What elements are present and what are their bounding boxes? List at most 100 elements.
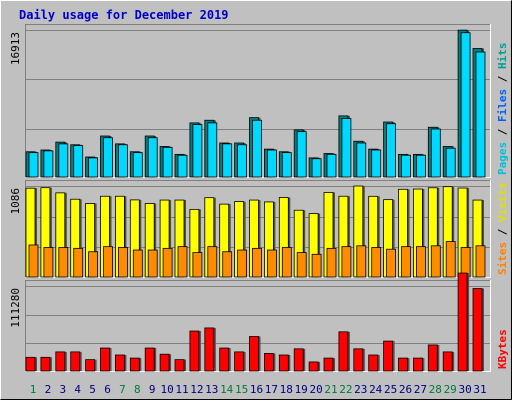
x-tick-label: 8 (134, 383, 141, 396)
bar-sites (237, 249, 248, 278)
bar-kbytes (234, 351, 245, 372)
panel-visits: 1086 Sites / Visits (9, 180, 509, 278)
x-tick-label: 7 (119, 383, 126, 396)
bar-sites (371, 247, 382, 278)
bar-files (192, 124, 203, 178)
bar-files (73, 145, 84, 178)
chart-panels: 16913 Pages / Files / Hits 1086 Sites / Vis… (9, 24, 509, 372)
bar-sites (177, 246, 188, 278)
x-tick-label: 11 (175, 383, 188, 396)
bar-files (445, 147, 456, 178)
legend-part: / (496, 69, 509, 89)
bar-sites (222, 251, 233, 278)
bar-sites (296, 252, 307, 278)
panel-hits: 16913 Pages / Files / Hits (9, 24, 509, 178)
bar-sites (252, 247, 262, 278)
x-tick-label: 9 (149, 383, 156, 396)
bar-kbytes (308, 361, 319, 372)
bar-sites (341, 246, 352, 278)
bar-kbytes (368, 354, 379, 372)
x-tick-label: 10 (160, 383, 173, 396)
panel-legend-label: Sites / Visits (496, 182, 509, 275)
bar-sites (415, 246, 426, 278)
bar-files (341, 118, 352, 178)
bar-kbytes (144, 347, 155, 372)
x-tick-label: 24 (369, 383, 383, 396)
bar-files (311, 158, 322, 178)
x-tick-label: 31 (473, 383, 486, 396)
panel-legend-label: Pages / Files / Hits (496, 43, 509, 176)
bar-kbytes (293, 348, 304, 372)
bar-kbytes (219, 347, 230, 372)
bar-kbytes (55, 351, 66, 372)
bar-files (415, 154, 426, 178)
x-tick-label: 25 (384, 383, 397, 396)
x-tick-label: 27 (414, 383, 427, 396)
bar-kbytes (70, 351, 81, 372)
bar-sites (58, 247, 69, 278)
bar-kbytes (472, 288, 483, 372)
bar-kbytes (174, 359, 185, 372)
bar-sites (43, 247, 54, 278)
bar-files (132, 152, 143, 178)
bar-kbytes (189, 330, 200, 372)
bar-sites (118, 247, 128, 278)
bar-sites (162, 247, 173, 278)
bar-files (162, 146, 173, 178)
panel-legend-label: KBytes (496, 329, 509, 369)
bar-kbytes (115, 354, 125, 372)
bar-sites (311, 253, 322, 278)
legend-part: Files (496, 89, 509, 122)
x-tick-label: 16 (250, 383, 263, 396)
bar-kbytes (353, 348, 364, 372)
bar-files (43, 150, 54, 178)
x-tick-label: 4 (74, 383, 81, 396)
bar-sites (103, 246, 113, 278)
bar-kbytes (338, 331, 349, 372)
x-tick-label: 19 (295, 383, 308, 396)
bar-files (356, 142, 367, 178)
bar-files (58, 143, 69, 178)
x-tick-label: 12 (190, 383, 203, 396)
legend-part: Sites (496, 242, 509, 275)
max-value-label: 16913 (9, 32, 22, 65)
x-tick-label: 23 (354, 383, 367, 396)
bar-files (28, 152, 39, 178)
x-tick-label: 3 (59, 383, 66, 396)
bar-kbytes (383, 340, 394, 372)
bar-files (371, 149, 382, 178)
bar-kbytes (457, 272, 468, 372)
chart-title: Daily usage for December 2019 (19, 8, 229, 22)
bar-files (281, 152, 292, 178)
bar-kbytes (159, 353, 170, 372)
bar-files (177, 154, 188, 178)
bar-sites (207, 246, 218, 278)
x-tick-label: 21 (324, 383, 337, 396)
bar-sites (281, 247, 292, 278)
bar-files (103, 137, 113, 178)
bar-sites (430, 245, 441, 278)
bar-kbytes (412, 357, 423, 372)
x-tick-label: 30 (458, 383, 471, 396)
bar-sites (401, 246, 411, 278)
bar-files (460, 32, 471, 178)
bar-sites (460, 247, 471, 278)
x-tick-label: 20 (309, 383, 322, 396)
legend-part: Visits (496, 182, 509, 222)
bar-sites (88, 251, 98, 278)
x-tick-label: 6 (104, 383, 111, 396)
bar-files (296, 131, 307, 178)
x-tick-label: 22 (339, 383, 352, 396)
x-tick-label: 2 (45, 383, 52, 396)
bar-files (430, 128, 441, 178)
bar-files (207, 122, 218, 178)
bar-kbytes (263, 353, 274, 372)
bar-sites (356, 245, 367, 278)
bar-sites (132, 249, 143, 278)
bar-kbytes (204, 327, 215, 372)
bar-sites (28, 244, 39, 278)
x-axis-labels: 1 2 3 4 5 6 7 8 9 10 11 12 13 14 15 16 17 18 19 20 21 22 23 24 2… (30, 383, 487, 396)
legend-part: / (496, 222, 509, 242)
bar-files (118, 144, 128, 178)
